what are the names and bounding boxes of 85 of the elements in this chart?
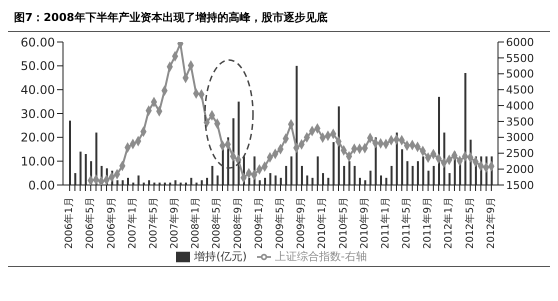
bar [332,142,335,185]
bar [322,173,324,185]
bar [211,166,214,185]
bar [200,180,203,185]
bar [206,178,208,185]
bar [122,180,124,185]
y-tick-label: 40.00 [20,82,55,97]
x-tick-label: 2007年9月 [168,197,181,249]
bar [300,166,303,185]
y2-tick-label: 2500 [506,147,534,160]
bar [416,161,419,185]
legend-label: 增持(亿元) [194,250,247,263]
bar [126,178,129,185]
legend-label: 上证综合指数-右轴 [274,250,367,263]
bar [84,154,87,185]
x-tick-label: 2010年1月 [316,197,328,249]
y-tick-label: 60.00 [20,35,55,50]
y2-tick-label: 4500 [506,84,534,97]
y-tick-label: 0.00 [28,178,55,192]
y2-tick-label: 3000 [506,131,534,144]
x-tick-label: 2011年1月 [379,197,392,249]
x-tick-label: 2009年9月 [295,197,308,249]
x-tick-label: 2011年9月 [422,197,434,249]
bar [174,180,176,185]
bar [427,170,430,185]
bar [364,180,366,185]
bar [306,175,308,185]
y2-tick-label: 1500 [506,178,534,192]
bar [448,173,451,185]
bar [269,173,272,185]
x-tick-label: 2011年5月 [400,197,413,249]
bar [290,156,292,185]
bar [69,120,71,185]
x-tick-label: 2012年5月 [464,197,476,249]
bar [327,178,330,185]
bar [354,166,356,185]
y-tick-label: 20.00 [20,130,55,145]
bar [264,178,266,185]
y2-tick-label: 3500 [506,115,534,128]
bar [385,178,388,185]
bar [380,175,382,185]
y2-tick-label: 5000 [506,68,534,81]
x-tick-label: 2012年9月 [484,197,497,249]
x-tick-label: 2010年5月 [337,197,350,249]
bar [138,175,140,185]
bar [369,170,372,185]
bar [116,180,118,185]
bar [80,152,82,185]
x-tick-label: 2006年1月 [63,197,76,249]
x-tick-label: 2008年9月 [232,197,244,249]
bar [274,175,277,185]
x-tick-label: 2010年9月 [358,197,370,249]
x-tick-label: 2012年1月 [442,197,455,249]
y2-tick-label: 6000 [506,36,534,49]
x-tick-label: 2006年9月 [105,197,118,249]
x-tick-label: 2006年5月 [84,197,96,249]
y-tick-label: 30.00 [20,106,55,121]
bar [285,166,288,185]
x-tick-label: 2008年1月 [190,197,202,249]
y2-tick-label: 2000 [506,163,534,176]
bar [390,166,393,185]
y-tick-label: 10.00 [20,154,55,168]
bar [316,156,319,185]
bar [343,166,346,185]
x-tick-label: 2008年5月 [210,197,223,249]
bar [406,161,408,185]
bar [190,178,192,185]
y2-tick-label: 4000 [506,99,534,112]
bar [401,149,404,185]
chart-title: 图7：2008年下半年产业资本出现了增持的高峰，股市逐步见底 [8,8,550,32]
x-tick-label: 2009年5月 [274,197,286,249]
y-tick-label: 50.00 [20,59,55,74]
bar [432,166,435,185]
bar [412,166,414,185]
bar [358,178,361,185]
x-tick-label: 2007年5月 [147,197,160,249]
y2-tick-label: 5500 [506,52,534,65]
bar [280,178,282,185]
bar [148,180,150,185]
bar [311,178,314,185]
bar [74,173,76,185]
bar [258,180,261,185]
bar [216,175,219,185]
x-tick-label: 2007年1月 [126,197,138,249]
x-tick-label: 2009年1月 [252,197,265,249]
